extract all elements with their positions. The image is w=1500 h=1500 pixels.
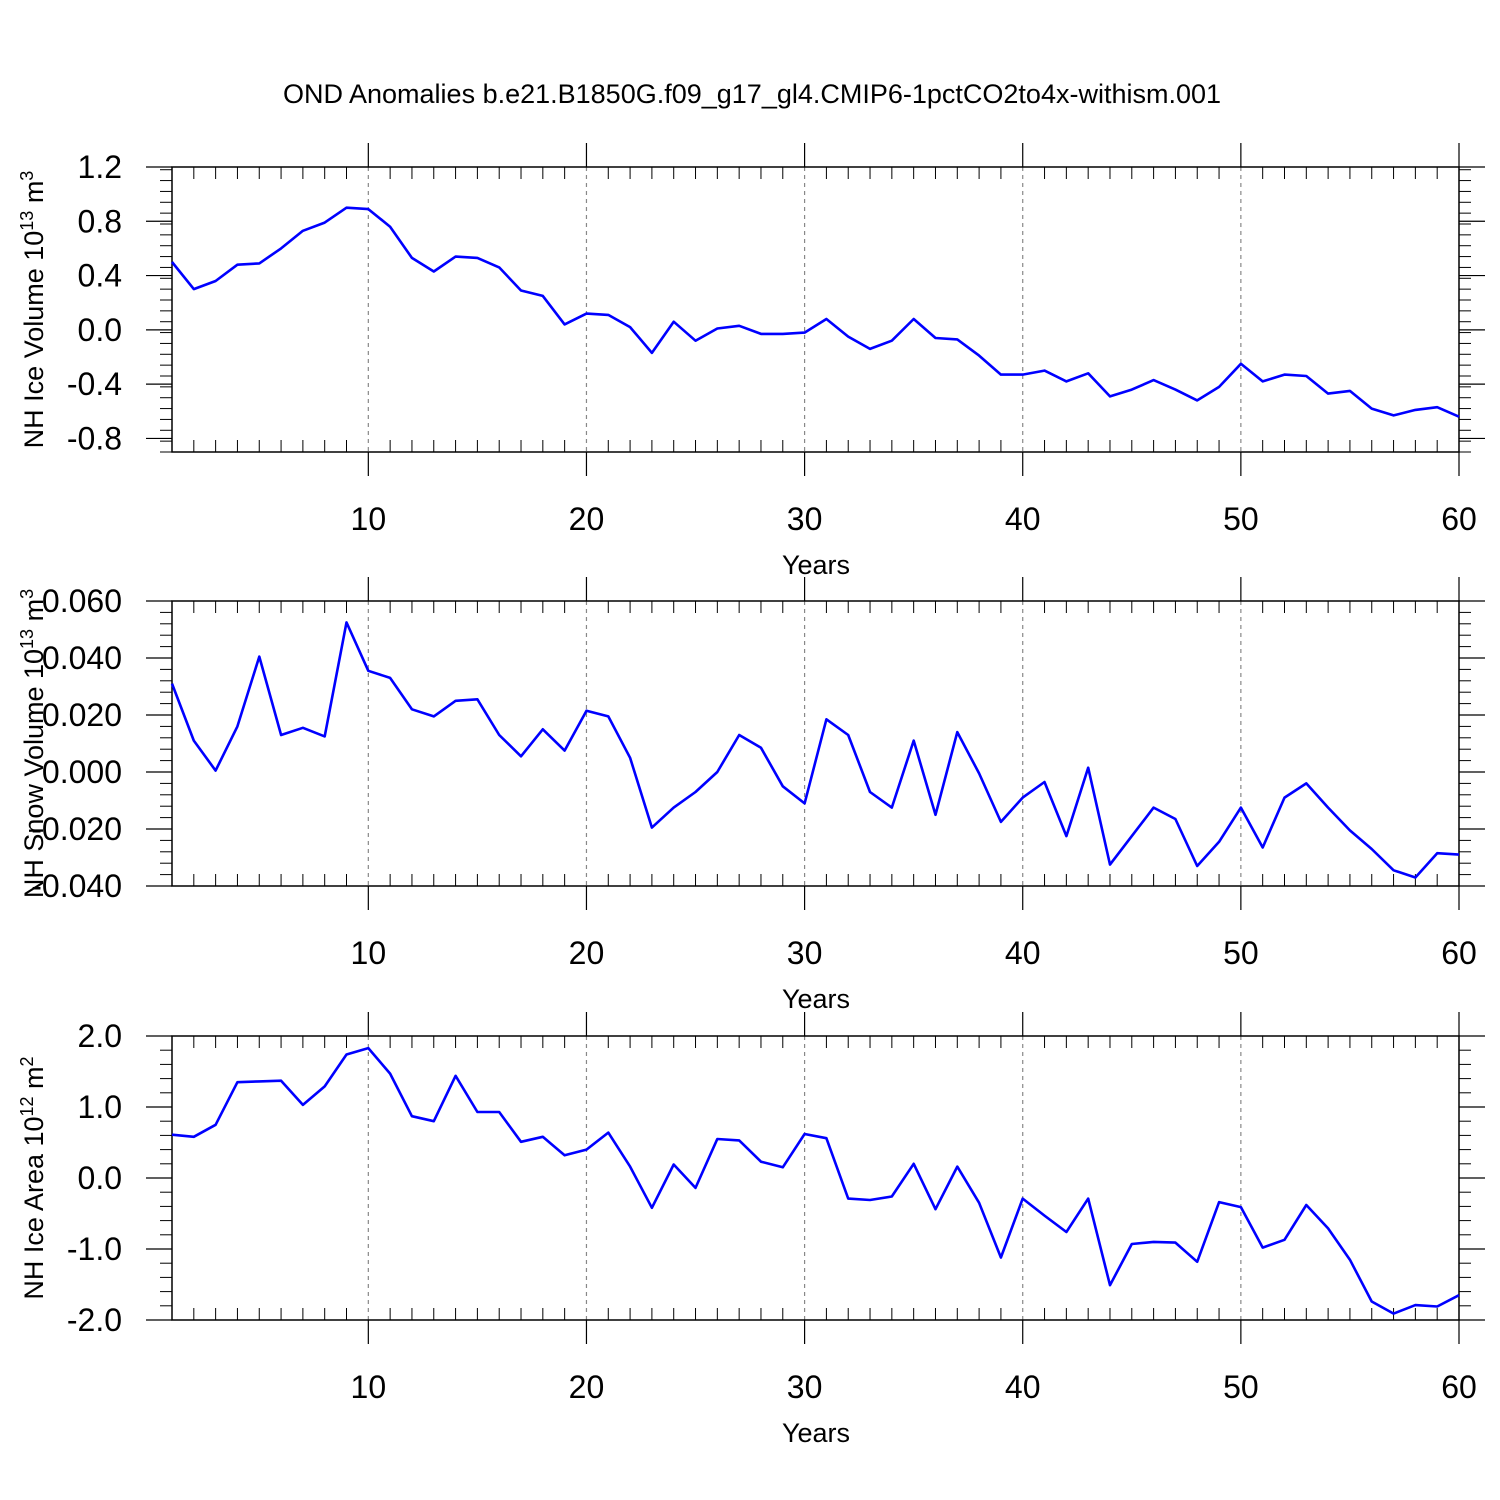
- series-line: [171, 1046, 1460, 1315]
- plot-frame: [171, 1035, 1460, 1321]
- y-tick-label: 0.040: [42, 640, 122, 676]
- y-tick-label: -0.4: [67, 366, 122, 402]
- x-tick-label: 40: [1005, 935, 1041, 971]
- y-tick-label: 0.000: [42, 754, 122, 790]
- x-tick-label: 30: [787, 1369, 823, 1405]
- x-tick-label: 20: [569, 501, 605, 537]
- y-axis-title: NH Ice Area 1012 m2: [17, 1056, 49, 1299]
- x-tick-label: 10: [351, 935, 387, 971]
- y-axis-title: NH Ice Volume 1013 m3: [17, 171, 49, 449]
- y-tick-label: 0.020: [42, 697, 122, 733]
- x-axis-title: Years: [782, 1418, 850, 1448]
- x-tick-label: 10: [351, 1369, 387, 1405]
- y-tick-label: 1.0: [78, 1089, 122, 1125]
- panel-1: 10 20 30 40 50 60 Years -0.8 -0.4 0.0 0.4 0.8 1.2 NH …: [17, 143, 1485, 580]
- x-tick-label: 60: [1441, 501, 1477, 537]
- y-tick-label: -2.0: [67, 1302, 122, 1338]
- y-tick-label: -0.040: [31, 868, 122, 904]
- chart-title: OND Anomalies b.e21.B1850G.f09_g17_gl4.C…: [283, 79, 1221, 109]
- panel-3: 10 20 30 40 50 60 Years -2.0 -1.0 0.0 1.0 2.0 NH Ice…: [17, 1012, 1485, 1448]
- x-tick-label: 50: [1223, 501, 1259, 537]
- y-tick-label: 0.4: [78, 258, 122, 294]
- series-line: [170, 206, 1460, 418]
- y-tick-label: -0.020: [31, 811, 122, 847]
- x-tick-label: 10: [351, 501, 387, 537]
- x-axis-title: Years: [782, 550, 850, 580]
- y-tick-label: 0.8: [78, 203, 122, 239]
- y-axis-title: NH Snow Volume 1013 m3: [17, 589, 49, 898]
- x-tick-label: 20: [569, 935, 605, 971]
- y-tick-label: 0.0: [78, 1160, 122, 1196]
- x-tick-label: 40: [1005, 501, 1041, 537]
- y-tick-label: 1.2: [78, 149, 122, 185]
- x-tick-label: 50: [1223, 1369, 1259, 1405]
- x-tick-label: 30: [787, 501, 823, 537]
- x-tick-label: 40: [1005, 1369, 1041, 1405]
- y-tick-label: -1.0: [67, 1231, 122, 1267]
- series-line: [170, 621, 1460, 879]
- y-tick-label: 0.060: [42, 583, 122, 619]
- plot-frame: [171, 600, 1460, 887]
- x-tick-label: 20: [569, 1369, 605, 1405]
- x-tick-label: 30: [787, 935, 823, 971]
- x-tick-label: 50: [1223, 935, 1259, 971]
- y-tick-label: -0.8: [67, 420, 122, 456]
- y-tick-label: 0.0: [78, 312, 122, 348]
- x-axis-title: Years: [782, 984, 850, 1014]
- plot-frame: [171, 166, 1460, 453]
- x-tick-label: 60: [1441, 935, 1477, 971]
- y-tick-label: 2.0: [78, 1018, 122, 1054]
- panel-2: 10 20 30 40 50 60 Years -0.040 -0.020 0.000 0.020 0…: [17, 577, 1485, 1014]
- x-tick-label: 60: [1441, 1369, 1477, 1405]
